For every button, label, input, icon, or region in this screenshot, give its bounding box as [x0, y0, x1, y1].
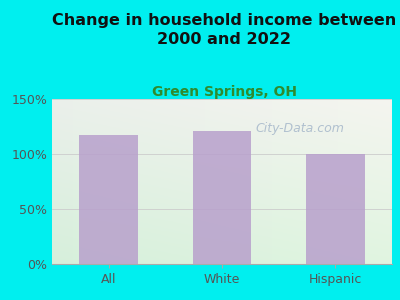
- Text: City-Data.com: City-Data.com: [256, 122, 345, 135]
- Bar: [79, 135, 138, 264]
- Text: Green Springs, OH: Green Springs, OH: [152, 85, 296, 98]
- Bar: [306, 154, 365, 264]
- Bar: [192, 131, 252, 264]
- Text: Change in household income between
2000 and 2022: Change in household income between 2000 …: [52, 13, 396, 47]
